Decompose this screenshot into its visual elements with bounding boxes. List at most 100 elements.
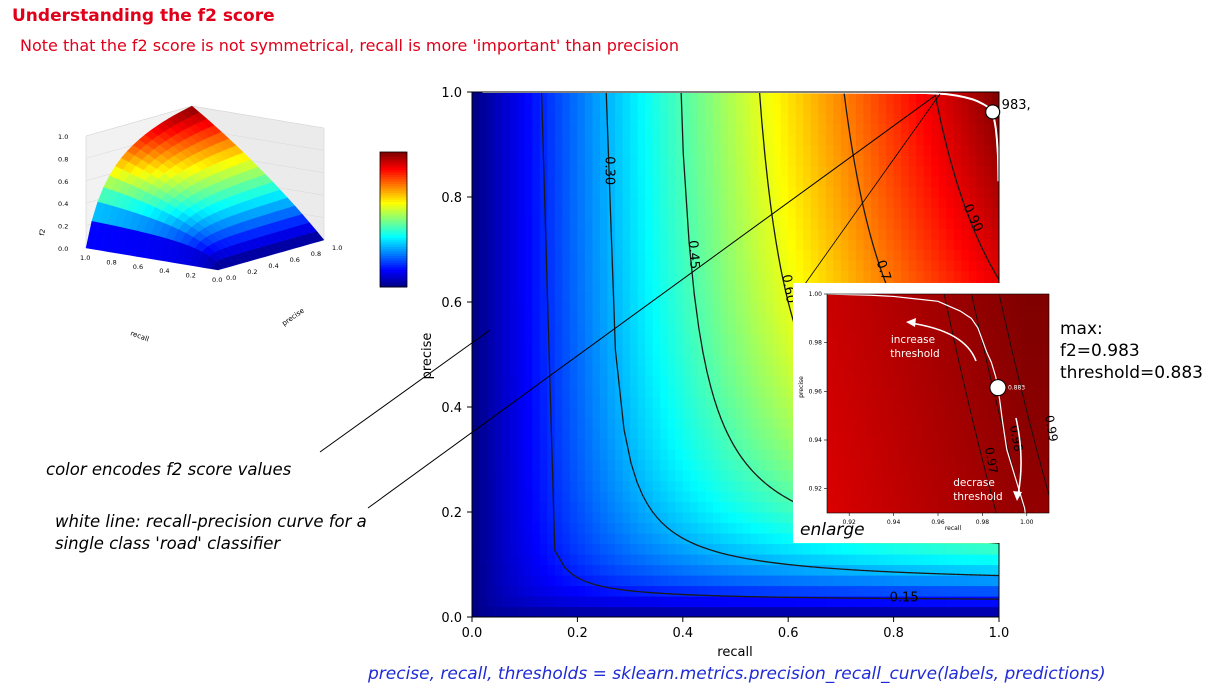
heatmap-cell <box>667 218 676 230</box>
heatmap-cell <box>840 197 850 209</box>
heatmap-cell <box>539 102 548 114</box>
heatmap-cell <box>584 512 594 524</box>
zoom-cell <box>943 436 950 443</box>
heatmap-cell <box>509 197 518 209</box>
heatmap-cell <box>968 155 978 167</box>
heatmap-cell <box>908 113 917 125</box>
heatmap-cell <box>961 155 970 167</box>
heatmap-cell <box>599 323 609 335</box>
heatmap-cell <box>697 585 706 597</box>
heatmap-cell <box>637 281 646 293</box>
zoom-cell <box>904 376 911 383</box>
heatmap-cell <box>645 249 654 261</box>
zoom-cell <box>915 474 922 481</box>
zoom-cell <box>832 326 839 333</box>
heatmap-cell <box>502 228 511 240</box>
heatmap-cell <box>539 365 548 377</box>
heatmap-cell <box>577 501 586 513</box>
zoom-cell <box>843 365 850 372</box>
heatmap-cell <box>712 186 722 198</box>
heatmap-cell <box>584 428 594 440</box>
heatmap-cell <box>968 176 978 188</box>
zoom-cell <box>849 507 856 513</box>
heatmap-cell <box>494 113 503 125</box>
zoom-cell <box>910 354 917 361</box>
heatmap-cell <box>517 228 526 240</box>
heatmap-cell <box>667 512 676 524</box>
zoom-cell <box>838 348 845 355</box>
heatmap-cell <box>863 596 872 608</box>
heatmap-cell <box>682 543 691 555</box>
heatmap-cell <box>517 470 526 482</box>
zoom-cell <box>943 452 950 459</box>
zoom-cell <box>843 304 850 312</box>
colorbar-cell <box>380 264 407 268</box>
heatmap-cell <box>637 596 646 608</box>
heatmap-cell <box>607 417 616 429</box>
heatmap-cell <box>532 396 541 408</box>
zoom-cell <box>865 425 872 432</box>
heatmap-cell <box>652 491 661 503</box>
heatmap-cell <box>788 417 797 429</box>
heatmap-cell <box>509 606 518 617</box>
zoom-cell <box>899 436 906 443</box>
heatmap-cell <box>690 365 699 377</box>
zoom-cell <box>882 408 889 416</box>
zoom-cell <box>882 458 889 465</box>
heatmap-cell <box>968 554 978 566</box>
heatmap-cell <box>825 165 834 177</box>
heatmap-cell <box>494 417 503 429</box>
heatmap-cell <box>893 228 902 240</box>
heatmap-cell <box>788 323 797 335</box>
heatmap-cell <box>569 459 578 471</box>
heatmap-cell <box>727 407 737 419</box>
zoom-cell <box>910 474 917 481</box>
zoom-cell <box>960 354 967 361</box>
heatmap-cell <box>660 333 669 345</box>
zoom-cell <box>893 491 900 498</box>
heatmap-cell <box>494 239 503 251</box>
zoom-cell <box>849 381 856 388</box>
heatmap-cell <box>743 449 752 461</box>
heatmap-cell <box>773 207 782 219</box>
heatmap-cell <box>675 323 684 335</box>
heatmap-cell <box>637 354 646 366</box>
heatmap-cell <box>637 249 646 261</box>
zoom-cell <box>832 436 839 443</box>
heatmap-cell <box>765 323 774 335</box>
zoom-cell <box>827 485 834 492</box>
heatmap-cell <box>923 186 932 198</box>
heatmap-cell <box>720 396 729 408</box>
heatmap-cell <box>539 249 548 261</box>
heatmap-cell <box>983 207 993 219</box>
heatmap-cell <box>855 543 865 555</box>
heatmap-cell <box>509 281 518 293</box>
zoom-cell <box>921 348 928 355</box>
colorbar-cell <box>380 278 407 281</box>
heatmap-cell <box>780 249 789 261</box>
zoom-cell <box>843 436 850 443</box>
heatmap-cell <box>607 438 616 450</box>
zoom-cell <box>949 387 956 394</box>
heatmap-cell <box>863 92 872 104</box>
heatmap-cell <box>961 144 970 156</box>
zoom-cell <box>882 321 889 328</box>
heatmap-cell <box>916 218 925 230</box>
heatmap-cell <box>532 543 541 555</box>
heatmap-cell <box>916 596 925 608</box>
zoom-cell <box>915 502 922 509</box>
heatmap-cell <box>931 260 940 272</box>
heatmap-cell <box>931 113 940 125</box>
heatmap-cell <box>810 92 819 104</box>
zoom-cell <box>860 294 867 301</box>
heatmap-cell <box>630 281 639 293</box>
heatmap-cell <box>517 554 526 566</box>
zoom-cell <box>904 398 911 405</box>
zoom-cell <box>954 463 961 470</box>
heatmap-cell <box>562 501 571 513</box>
heatmap-cell <box>472 239 481 251</box>
heatmap-cell <box>532 386 541 398</box>
heatmap-cell <box>780 533 789 545</box>
heatmap-cell <box>660 354 669 366</box>
zoom-cell <box>960 485 967 492</box>
